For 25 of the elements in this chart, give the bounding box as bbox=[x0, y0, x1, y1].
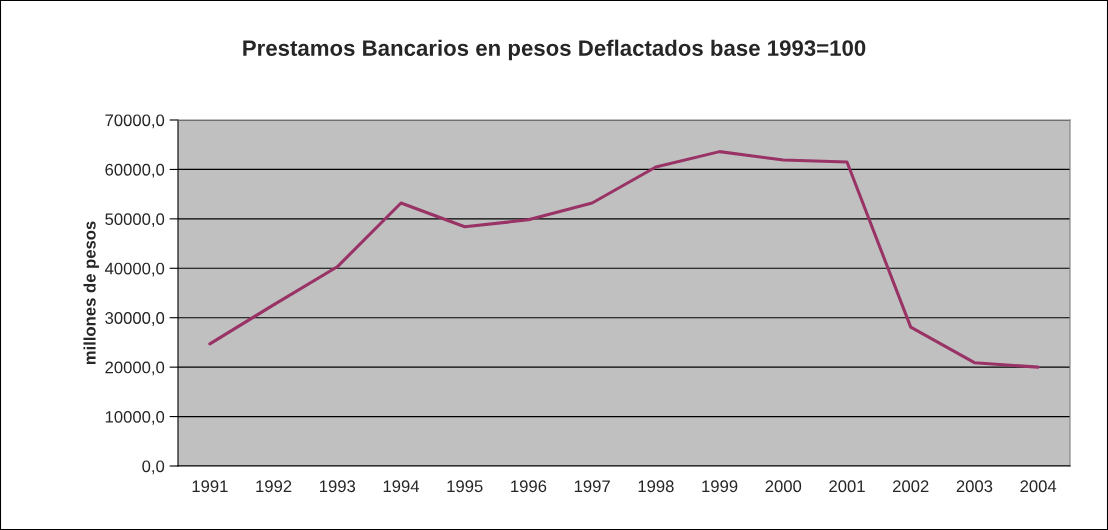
x-tick-label: 1999 bbox=[702, 480, 738, 493]
x-tick-label: 1992 bbox=[256, 480, 292, 493]
y-tick-label: 30000,0 bbox=[105, 312, 165, 326]
chart-title: Prestamos Bancarios en pesos Deflactados base 1993=100 bbox=[243, 39, 866, 61]
y-tick-label: 40000,0 bbox=[104, 262, 165, 277]
x-tick-label: 1998 bbox=[638, 480, 674, 493]
y-tick-label: 60000,0 bbox=[105, 163, 165, 178]
y-tick-label: 0,0 bbox=[142, 460, 165, 475]
x-tick-label: 2003 bbox=[956, 480, 993, 493]
y-tick-label: 10000,0 bbox=[105, 410, 165, 425]
x-tick-label: 1996 bbox=[511, 480, 547, 493]
x-tick-label: 2004 bbox=[1020, 480, 1057, 493]
x-tick-label: 1995 bbox=[447, 480, 483, 493]
x-tick-label: 1997 bbox=[574, 480, 610, 493]
x-tick-label: 1993 bbox=[320, 480, 356, 493]
line-series bbox=[208, 150, 1040, 369]
y-tick-label: 50000,0 bbox=[105, 213, 165, 228]
x-tick-label: 2000 bbox=[765, 480, 802, 493]
x-tick-label: 1991 bbox=[192, 480, 228, 493]
y-tick-label: 70000,0 bbox=[105, 114, 165, 129]
x-tick-label: 2002 bbox=[893, 480, 929, 493]
y-axis-title: millones de pesos bbox=[83, 221, 100, 365]
y-tick-label: 20000,0 bbox=[105, 361, 165, 376]
x-tick-label: 2001 bbox=[829, 480, 865, 493]
x-tick-label: 1994 bbox=[383, 480, 420, 493]
